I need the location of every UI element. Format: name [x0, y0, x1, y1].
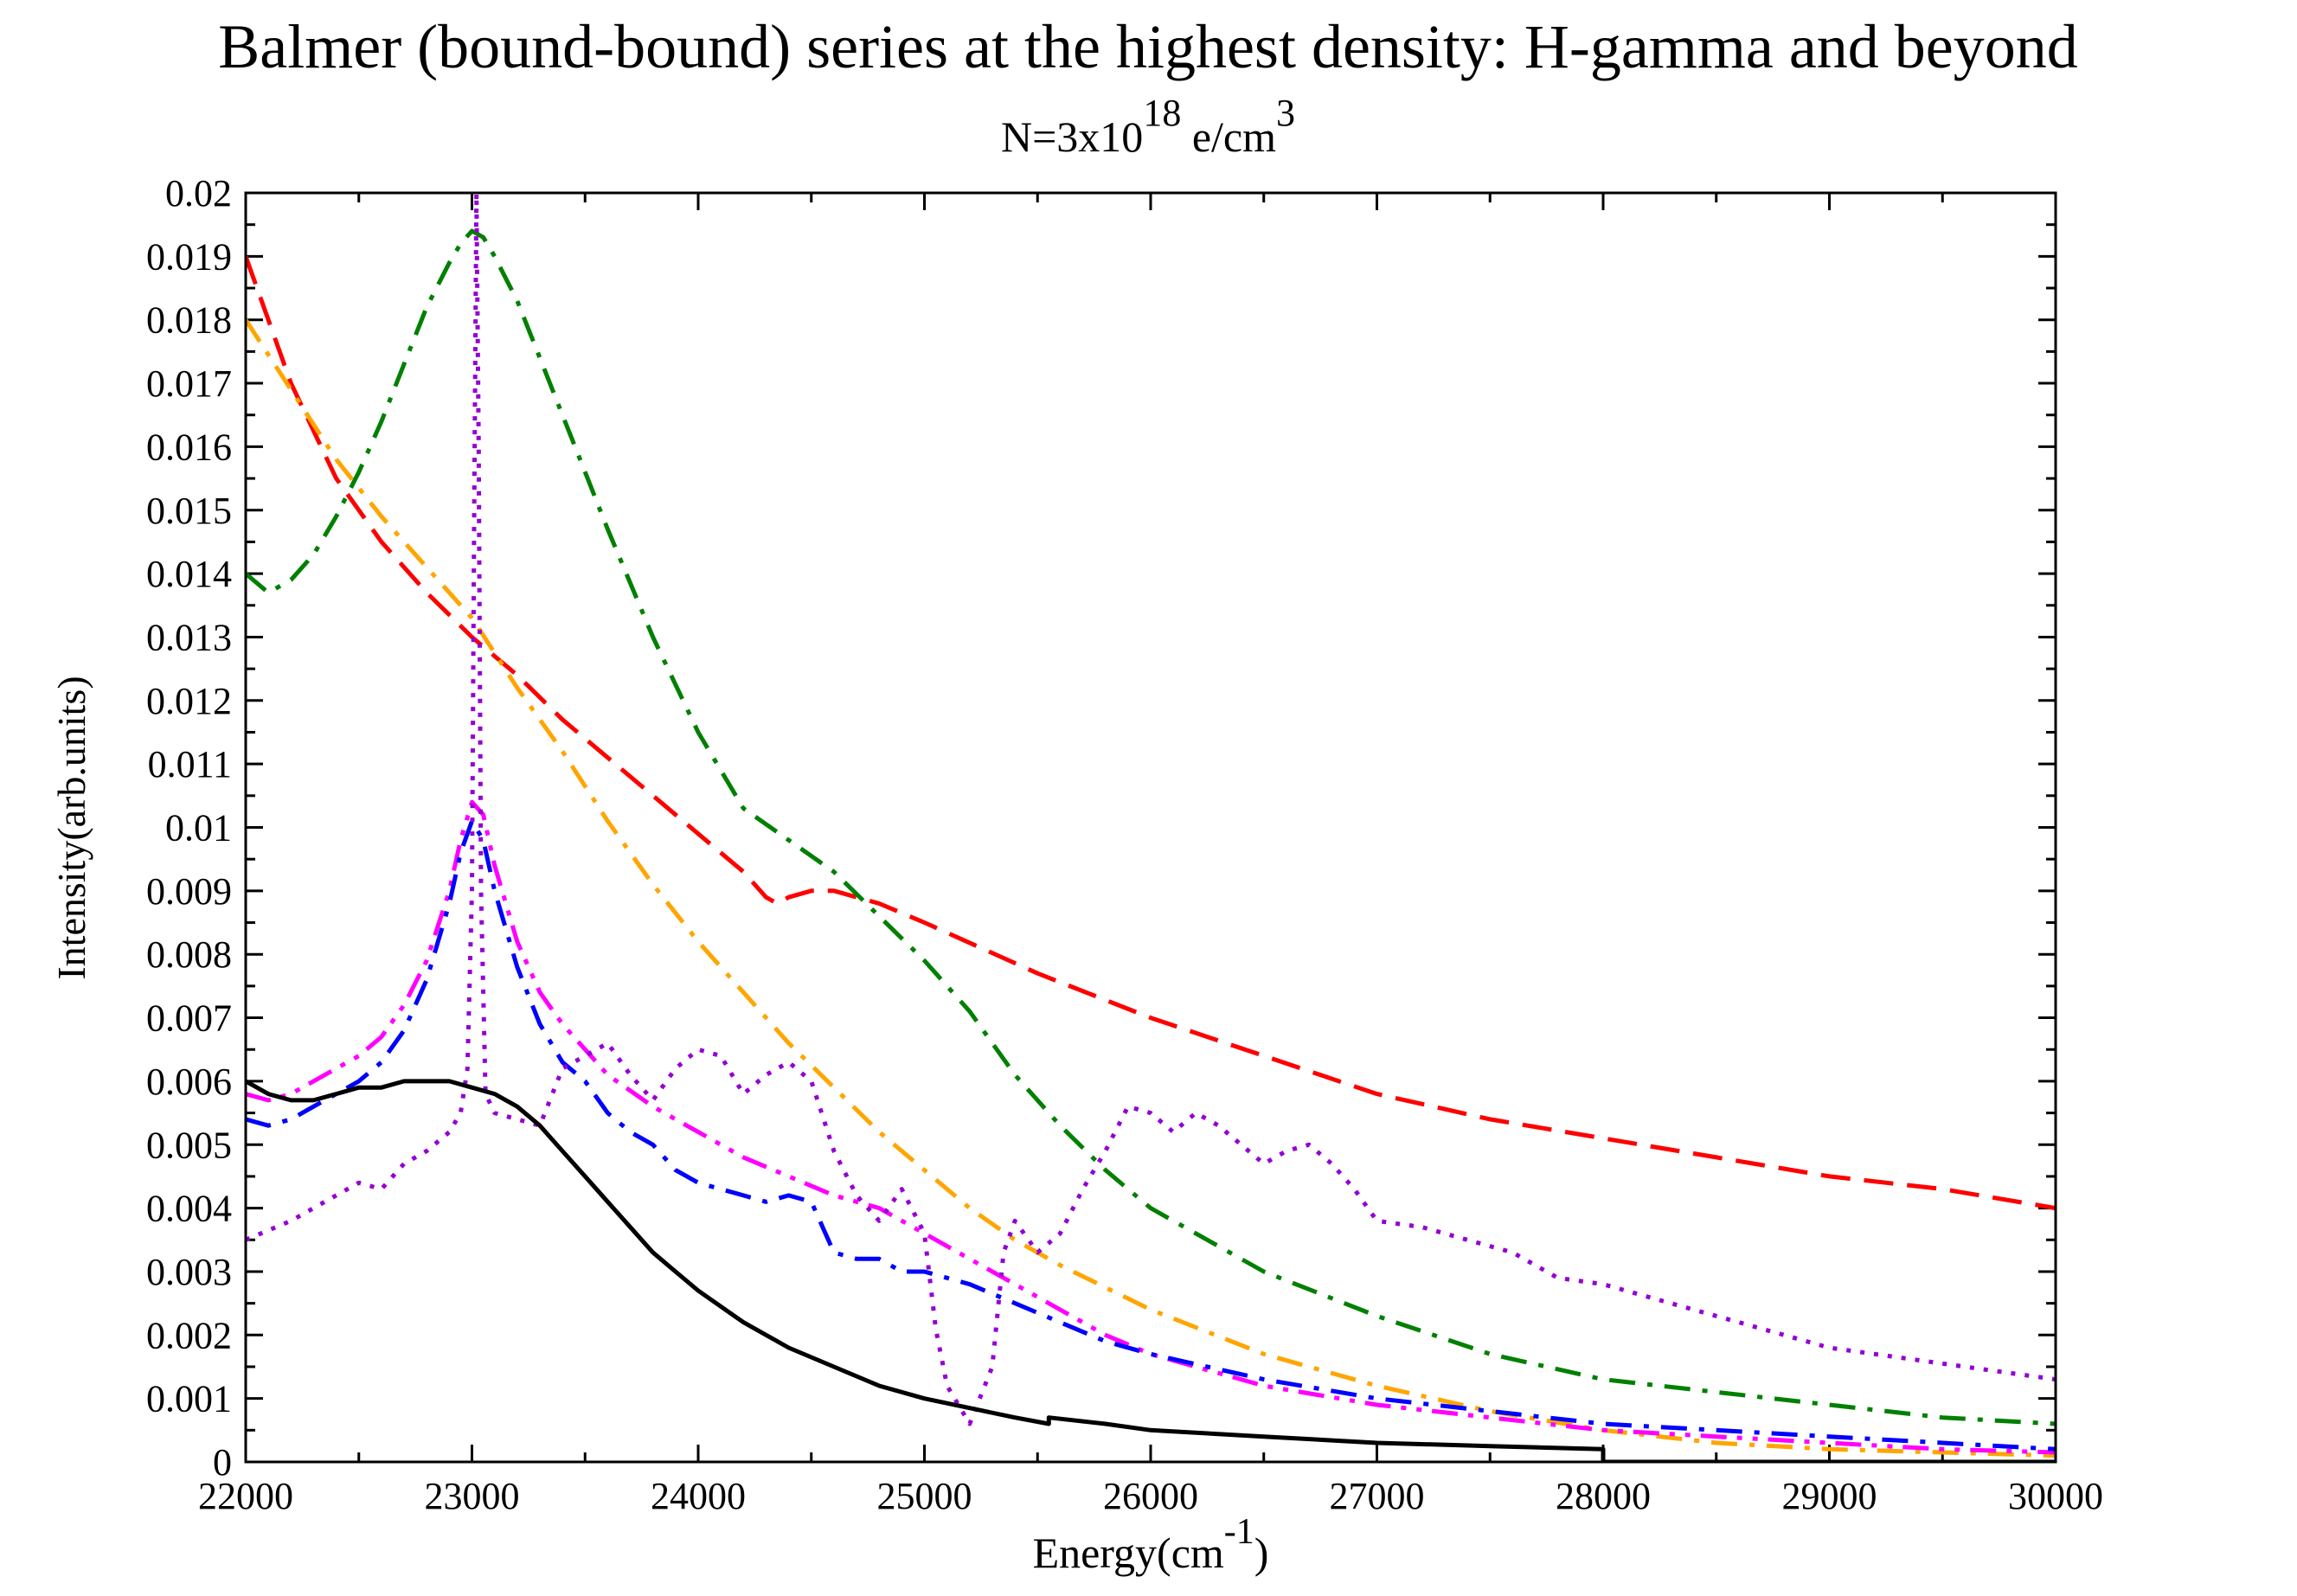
y-tick-label: 0.003 — [146, 1251, 232, 1293]
y-tick-label: 0.02 — [165, 172, 232, 215]
y-tick-label: 0.013 — [146, 616, 232, 658]
y-tick-label: 0.004 — [146, 1188, 232, 1230]
series-line-black-solid — [246, 1079, 2056, 1462]
y-tick-label: 0.019 — [146, 235, 232, 278]
chart-subtitle: N=3x1018 e/cm3 — [1001, 92, 1295, 161]
x-tick-label: 29000 — [1782, 1475, 1877, 1517]
series-line-green-dash-dot — [246, 228, 2056, 1426]
x-tick-label: 22000 — [198, 1475, 293, 1517]
x-tick-label: 27000 — [1330, 1475, 1425, 1517]
x-tick-label: 23000 — [425, 1475, 520, 1517]
axis-tick-labels: 22000 23000 24000 25000 26000 27000 28000 29000… — [146, 172, 2103, 1517]
y-tick-label: 0.009 — [146, 870, 232, 913]
y-tick-label: 0.002 — [146, 1314, 232, 1356]
x-tick-label: 24000 — [651, 1475, 746, 1517]
y-tick-label: 0 — [213, 1441, 232, 1484]
chart-title: Balmer (bound-bound) series at the highe… — [218, 12, 2078, 81]
y-tick-label: 0.001 — [146, 1378, 232, 1420]
y-axis-label: Intensity(arb.units) — [49, 676, 93, 979]
subtitle-middle: e/cm — [1181, 112, 1276, 161]
y-tick-label: 0.006 — [146, 1061, 232, 1103]
y-tick-label: 0.014 — [146, 553, 232, 595]
y-tick-label: 0.018 — [146, 299, 232, 342]
x-tick-label: 25000 — [877, 1475, 972, 1517]
series-line-orange-dash-dot — [246, 318, 2056, 1458]
series-line-red-dashed — [246, 255, 2056, 1211]
x-axis-label: Energy(cm-1) — [1033, 1512, 1269, 1577]
series-layer — [246, 193, 2056, 1462]
subtitle-exponent-2: 3 — [1276, 92, 1295, 134]
axis-ticks — [244, 191, 2057, 1464]
y-tick-label: 0.005 — [146, 1124, 232, 1166]
y-tick-label: 0.011 — [148, 743, 232, 785]
y-tick-label: 0.016 — [146, 426, 232, 468]
y-tick-label: 0.017 — [146, 362, 232, 405]
x-tick-label: 28000 — [1556, 1475, 1651, 1517]
x-tick-label: 26000 — [1103, 1475, 1198, 1517]
subtitle-base: N=3x10 — [1001, 112, 1143, 161]
y-tick-label: 0.015 — [146, 490, 232, 532]
series-line-magenta-dash-dot-dot — [246, 799, 2056, 1455]
series-line-blue-dash-dot — [246, 818, 2056, 1452]
plot-frame — [244, 191, 2057, 1464]
series-line-purple-dotted — [246, 193, 2056, 1426]
y-tick-label: 0.01 — [165, 807, 232, 849]
x-label-base: Energy(cm — [1033, 1529, 1224, 1577]
y-tick-label: 0.007 — [146, 997, 232, 1040]
y-tick-label: 0.008 — [146, 933, 232, 976]
y-tick-label: 0.012 — [146, 680, 232, 722]
x-label-end: ) — [1254, 1529, 1269, 1577]
subtitle-exponent: 18 — [1143, 92, 1181, 134]
x-label-exponent: -1 — [1224, 1512, 1254, 1552]
x-tick-label: 30000 — [2008, 1475, 2103, 1517]
